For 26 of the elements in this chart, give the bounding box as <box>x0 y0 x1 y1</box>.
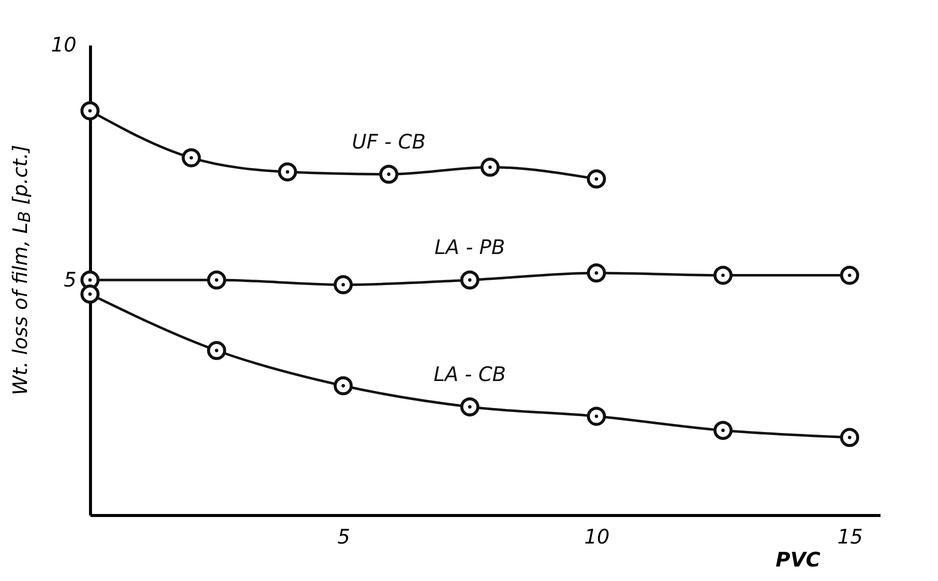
point <box>713 266 733 285</box>
point <box>586 169 606 188</box>
point <box>840 428 860 447</box>
point <box>840 266 860 285</box>
point <box>379 164 398 184</box>
x-tick-label: 10 <box>584 524 610 548</box>
point <box>207 270 226 290</box>
x-axis-title: PVC <box>776 548 821 572</box>
point <box>278 162 298 182</box>
point <box>460 270 480 290</box>
point <box>586 406 606 426</box>
point <box>80 284 100 304</box>
point <box>80 101 100 120</box>
series-label: LA - CB <box>434 362 506 386</box>
point <box>480 158 500 177</box>
point <box>334 275 353 294</box>
point <box>586 263 606 282</box>
point <box>182 148 201 168</box>
series-label: UF - CB <box>352 129 426 154</box>
point <box>334 376 353 396</box>
point <box>207 340 226 360</box>
series-label: LA - PB <box>434 235 506 259</box>
x-tick-label: 5 <box>337 524 350 548</box>
point <box>460 397 480 416</box>
x-tick-label: 15 <box>837 524 863 548</box>
point <box>713 420 733 440</box>
